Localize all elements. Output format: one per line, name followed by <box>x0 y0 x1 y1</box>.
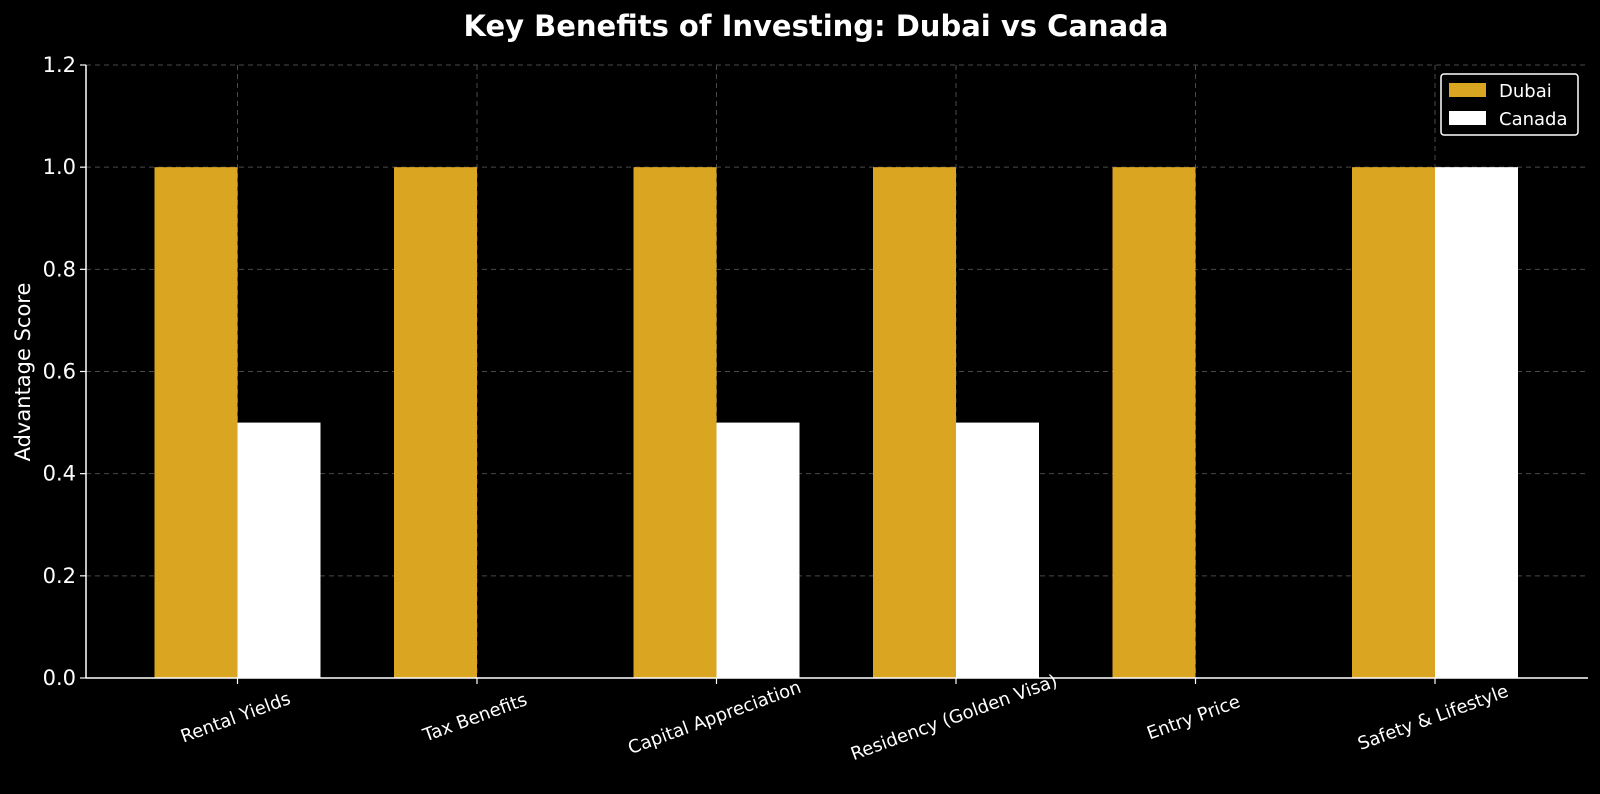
legend: Dubai Canada <box>1440 73 1579 136</box>
y-tick-label: 0.4 <box>43 462 76 486</box>
chart-title: Key Benefits of Investing: Dubai vs Cana… <box>464 9 1169 43</box>
bar-dubai-1 <box>394 167 477 678</box>
legend-swatch-dubai <box>1449 83 1486 97</box>
bar-dubai-5 <box>1352 167 1435 678</box>
bar-canada-0 <box>237 422 321 678</box>
bar-dubai-3 <box>873 167 956 678</box>
y-tick-label: 0.2 <box>43 564 76 588</box>
y-tick-label: 0.0 <box>43 666 76 690</box>
y-tick-label: 0.8 <box>43 257 76 281</box>
y-axis-label: Advantage Score <box>11 283 35 462</box>
axes <box>80 64 1588 684</box>
bar-canada-2 <box>716 422 800 678</box>
y-tick-label: 1.0 <box>43 155 76 179</box>
legend-label-canada: Canada <box>1499 109 1568 130</box>
legend-label-dubai: Dubai <box>1499 81 1552 102</box>
bar-dubai-0 <box>154 167 238 678</box>
bar-dubai-4 <box>1112 167 1196 678</box>
bar-dubai-2 <box>633 167 717 678</box>
y-tick-label: 0.6 <box>43 360 76 384</box>
legend-swatch-canada <box>1449 111 1486 125</box>
bar-canada-3 <box>956 422 1039 678</box>
bars <box>154 167 1518 678</box>
bar-canada-5 <box>1435 167 1518 678</box>
y-tick-label: 1.2 <box>43 53 76 77</box>
